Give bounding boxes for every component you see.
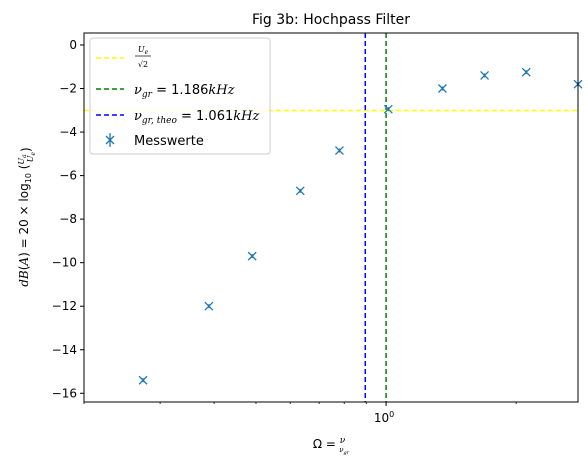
y-tick-label: −2 [59,82,77,96]
data-point [139,376,147,384]
y-tick-label: −8 [59,212,77,226]
y-tick-label: −14 [52,343,77,357]
y-axis-title: dB(A) = 20 × log10 (UaUe) [17,147,37,287]
y-tick-label: −12 [52,299,77,313]
legend: Ue √2 νgr = 1.186kHz νgr, theo = 1.061kH… [90,38,270,154]
svg-text:√2: √2 [138,60,148,69]
data-point [205,302,213,310]
data-point [296,187,304,195]
x-axis-title: Ω = ν νgr [313,436,350,456]
y-tick-label: −4 [59,125,77,139]
x-axis: 100 [84,402,516,425]
x-tick-label: 100 [374,410,394,425]
y-axis: 0 −2 −4 −6 −8 −10 −12 −14 −16 [52,38,84,400]
legend-label-messwerte: Messwerte [134,134,204,149]
data-point [438,85,446,93]
y-tick-label: −6 [59,169,77,183]
data-point [248,252,256,260]
data-point [522,68,530,76]
chart-title: Fig 3b: Hochpass Filter [252,12,410,28]
y-tick-label: −10 [52,256,77,270]
y-tick-label: −16 [52,386,77,400]
data-point [335,147,343,155]
y-tick-label: 0 [69,38,77,52]
data-point [481,71,489,79]
